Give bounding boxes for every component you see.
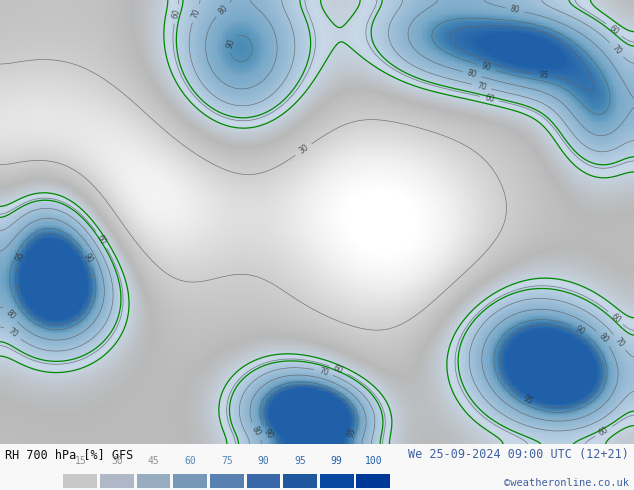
Text: 95: 95 — [538, 70, 549, 80]
Text: 95: 95 — [294, 456, 306, 466]
Text: 80: 80 — [597, 332, 610, 345]
Text: 60: 60 — [184, 456, 196, 466]
Text: 80: 80 — [466, 69, 478, 80]
FancyBboxPatch shape — [247, 474, 280, 488]
Text: 90: 90 — [81, 251, 94, 264]
Text: 60: 60 — [332, 364, 345, 376]
Text: RH 700 hPa [%] GFS: RH 700 hPa [%] GFS — [5, 448, 133, 461]
Text: 70: 70 — [318, 367, 330, 378]
Text: 95: 95 — [521, 394, 534, 407]
Text: 99: 99 — [331, 456, 342, 466]
FancyBboxPatch shape — [210, 474, 243, 488]
Text: We 25-09-2024 09:00 UTC (12+21): We 25-09-2024 09:00 UTC (12+21) — [408, 448, 629, 461]
Text: 30: 30 — [297, 143, 310, 156]
Text: 80: 80 — [250, 425, 262, 438]
Text: 70: 70 — [6, 327, 19, 340]
FancyBboxPatch shape — [63, 474, 97, 488]
Text: 45: 45 — [148, 456, 159, 466]
Text: 60: 60 — [171, 8, 182, 20]
Text: 15: 15 — [74, 456, 86, 466]
Text: 70: 70 — [476, 81, 488, 92]
Text: 60: 60 — [609, 311, 622, 324]
FancyBboxPatch shape — [320, 474, 354, 488]
Text: 80: 80 — [509, 4, 521, 15]
Text: 90: 90 — [257, 456, 269, 466]
Text: 90: 90 — [224, 37, 236, 49]
FancyBboxPatch shape — [173, 474, 207, 488]
FancyBboxPatch shape — [356, 474, 390, 488]
Text: 60: 60 — [95, 233, 108, 246]
Text: 30: 30 — [111, 456, 123, 466]
Text: 60: 60 — [484, 93, 495, 104]
Text: 75: 75 — [221, 456, 233, 466]
Text: 90: 90 — [480, 62, 492, 73]
Text: 90: 90 — [574, 324, 586, 337]
Text: 90: 90 — [262, 427, 275, 441]
Text: 70: 70 — [190, 7, 202, 20]
Text: 100: 100 — [365, 456, 382, 466]
Text: 95: 95 — [346, 426, 358, 439]
Text: 70: 70 — [613, 336, 626, 349]
FancyBboxPatch shape — [283, 474, 317, 488]
Text: 95: 95 — [15, 250, 27, 263]
FancyBboxPatch shape — [137, 474, 171, 488]
Text: 80: 80 — [217, 3, 230, 16]
FancyBboxPatch shape — [100, 474, 134, 488]
Text: ©weatheronline.co.uk: ©weatheronline.co.uk — [504, 478, 629, 488]
Text: 60: 60 — [607, 24, 621, 37]
Text: 60: 60 — [597, 425, 611, 438]
Text: 70: 70 — [610, 43, 623, 56]
Text: 80: 80 — [4, 308, 17, 321]
